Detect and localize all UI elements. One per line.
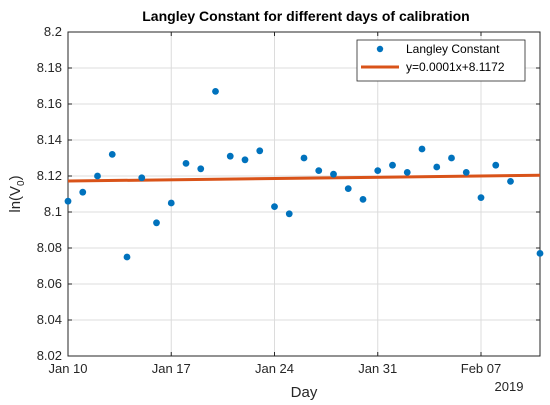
- y-tick-label: 8.2: [44, 24, 62, 39]
- y-axis-label-subscript: 0: [16, 180, 27, 186]
- x-tick-label: Jan 10: [48, 361, 87, 376]
- y-axis-label-close: ): [7, 175, 24, 180]
- data-point: [330, 170, 337, 178]
- data-point: [182, 160, 190, 167]
- y-tick-label: 8.02: [37, 348, 62, 363]
- data-point: [403, 169, 411, 176]
- data-point: [300, 154, 308, 162]
- y-tick-label: 8.1: [44, 204, 62, 219]
- y-tick-label: 8.08: [37, 240, 62, 255]
- chart-title: Langley Constant for different days of c…: [142, 8, 469, 24]
- y-tick-label: 8.12: [37, 168, 62, 183]
- data-point: [359, 196, 367, 203]
- data-point: [374, 167, 382, 175]
- y-axis-tick-labels: 8.02 8.04 8.06 8.08 8.1 8.12 8.14 8.16 8.18 8.2: [37, 24, 62, 363]
- linear-fit-line: [67, 173, 541, 183]
- data-point: [226, 152, 234, 160]
- data-point: [241, 156, 249, 164]
- data-point: [344, 185, 352, 193]
- trend-line-layer: [67, 173, 541, 183]
- y-tick-label: 8.14: [37, 132, 62, 147]
- y-tick-label: 8.16: [37, 96, 62, 111]
- data-point: [167, 199, 175, 207]
- y-axis-label-main: ln(V: [7, 186, 24, 213]
- y-tick-label: 8.18: [37, 60, 62, 75]
- data-point: [389, 161, 396, 169]
- data-point: [271, 203, 278, 211]
- data-point: [123, 253, 131, 261]
- data-point: [79, 188, 87, 196]
- data-point: [492, 161, 500, 169]
- data-point: [285, 210, 293, 218]
- x-axis-label: Day: [291, 384, 318, 401]
- y-axis-label: ln(V0): [7, 175, 27, 212]
- data-point: [536, 250, 544, 257]
- year-label: 2019: [495, 379, 524, 394]
- legend-label-langley-constant: Langley Constant: [406, 42, 500, 56]
- data-point: [138, 174, 146, 182]
- legend-label-fit-equation: y=0.0001x+8.1172: [406, 60, 505, 74]
- legend: Langley Constant y=0.0001x+8.1172: [356, 39, 526, 82]
- x-tick-label: Feb 07: [461, 361, 501, 376]
- x-axis-tick-labels: Jan 10 Jan 17 Jan 24 Jan 31 Feb 07: [48, 361, 501, 376]
- legend-box: [356, 39, 526, 82]
- data-point: [462, 169, 470, 176]
- x-tick-label: Jan 24: [255, 361, 294, 376]
- data-point: [507, 178, 514, 185]
- data-point: [197, 165, 205, 173]
- data-point: [64, 197, 72, 205]
- data-point: [212, 88, 219, 95]
- x-tick-label: Jan 17: [152, 361, 191, 376]
- y-tick-label: 8.06: [37, 276, 62, 291]
- data-point: [256, 147, 264, 155]
- data-point: [477, 194, 485, 202]
- data-point: [108, 151, 116, 158]
- data-point: [153, 219, 160, 227]
- x-tick-label: Jan 31: [358, 361, 397, 376]
- data-point: [94, 172, 101, 180]
- legend-marker-scatter: [376, 45, 384, 53]
- data-points-layer: [64, 88, 544, 261]
- data-point: [433, 163, 441, 171]
- plot-area-frame: [67, 31, 541, 357]
- data-point: [448, 154, 455, 162]
- data-point: [418, 145, 426, 153]
- y-tick-label: 8.04: [37, 312, 62, 327]
- data-point: [315, 167, 323, 175]
